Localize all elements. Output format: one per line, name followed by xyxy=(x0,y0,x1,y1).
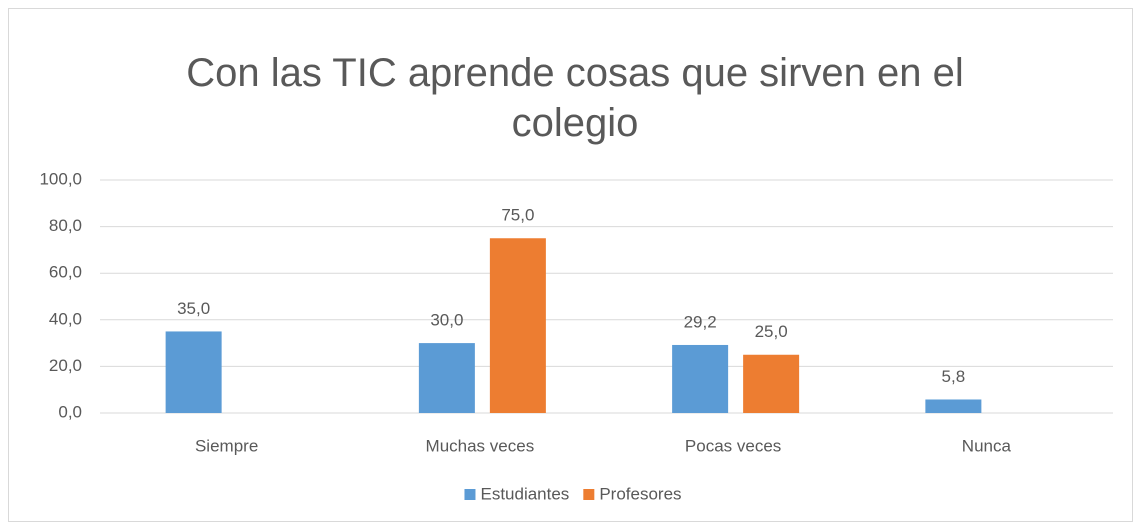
x-tick-label: Siempre xyxy=(195,436,258,455)
x-tick-label: Pocas veces xyxy=(685,436,781,455)
bar xyxy=(165,331,222,413)
y-tick-label: 40,0 xyxy=(49,309,82,328)
bar xyxy=(418,343,475,413)
legend-label: Profesores xyxy=(599,484,681,503)
bar xyxy=(489,238,546,413)
legend-swatch xyxy=(583,489,595,500)
legend-item: Estudiantes xyxy=(464,484,569,503)
y-tick-label: 60,0 xyxy=(49,263,82,282)
chart-border xyxy=(8,8,1133,522)
legend-swatch xyxy=(464,489,476,500)
legend-item: Profesores xyxy=(583,484,682,503)
y-tick-label: 100,0 xyxy=(39,169,82,188)
y-tick-label: 0,0 xyxy=(58,402,82,421)
legend-label: Estudiantes xyxy=(480,484,569,503)
y-tick-label: 80,0 xyxy=(49,216,82,235)
data-label: 5,8 xyxy=(942,367,966,386)
data-label: 29,2 xyxy=(684,312,717,331)
data-label: 35,0 xyxy=(177,299,210,318)
bar xyxy=(672,344,729,413)
chart-title: Con las TIC aprende cosas que sirven en … xyxy=(186,51,963,145)
legend: Estudiantes Profesores xyxy=(464,484,682,503)
data-label: 75,0 xyxy=(501,206,534,225)
bar xyxy=(925,399,982,413)
data-label: 30,0 xyxy=(430,311,463,330)
y-tick-label: 20,0 xyxy=(49,356,82,375)
bar xyxy=(743,354,800,413)
data-label: 25,0 xyxy=(755,322,788,341)
x-tick-label: Muchas veces xyxy=(426,436,535,455)
x-tick-label: Nunca xyxy=(962,436,1012,455)
